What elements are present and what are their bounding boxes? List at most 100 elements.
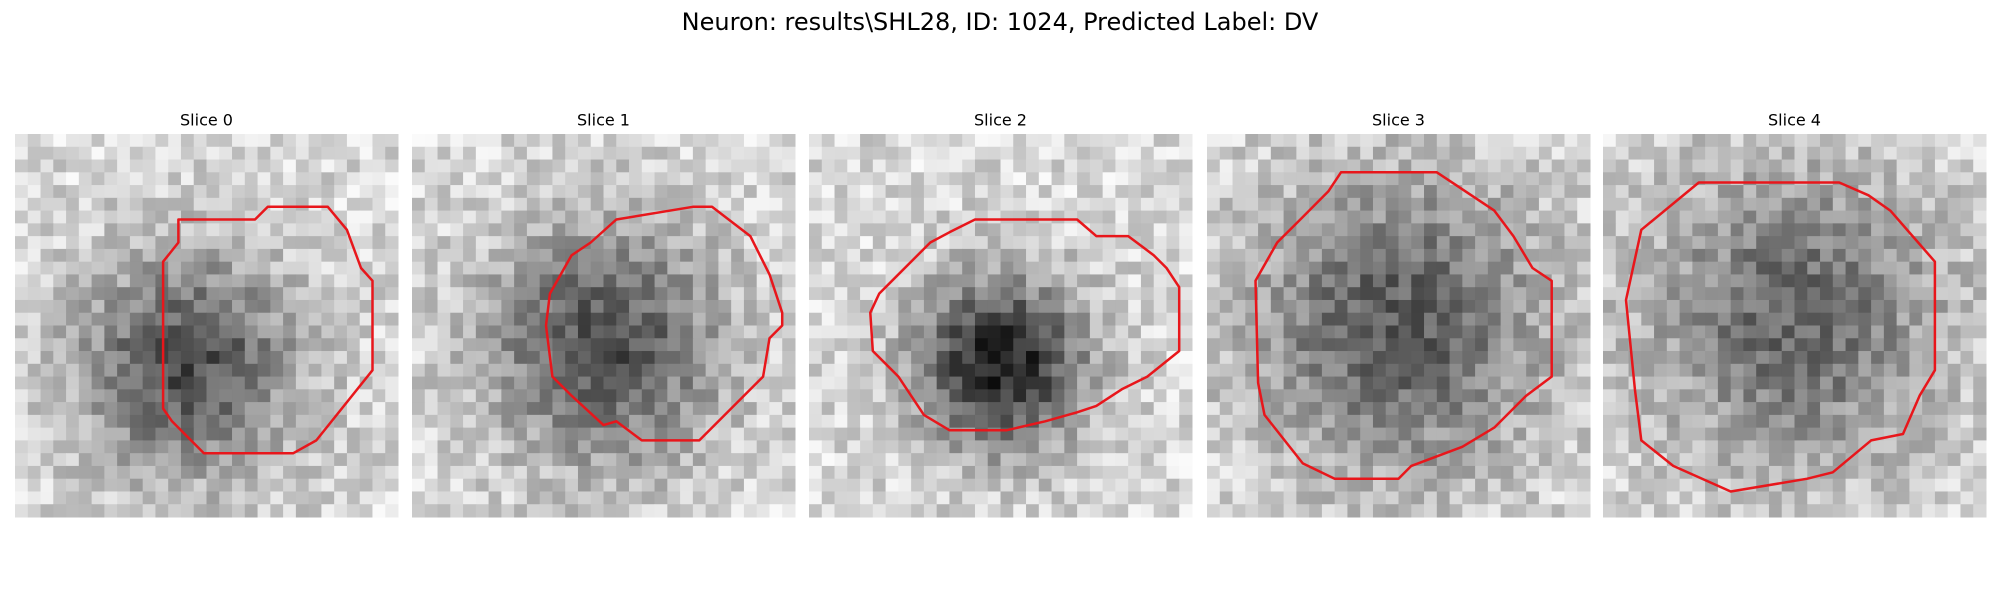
pixel <box>1768 134 1783 148</box>
pixel <box>1934 197 1949 212</box>
pixel <box>1551 185 1565 199</box>
pixel <box>53 453 67 467</box>
pixel <box>1436 287 1451 301</box>
pixel <box>987 453 1001 467</box>
pixel <box>949 440 963 454</box>
pixel <box>987 287 1001 301</box>
pixel <box>847 363 861 378</box>
pixel <box>463 453 477 467</box>
pixel <box>923 351 938 365</box>
pixel <box>1973 312 1987 326</box>
pixel <box>1219 465 1234 480</box>
pixel <box>155 440 169 454</box>
pixel <box>565 146 579 161</box>
pixel <box>1436 389 1451 403</box>
pixel <box>1077 389 1091 403</box>
pixel <box>936 236 950 250</box>
pixel <box>680 491 694 505</box>
pixel <box>526 427 541 441</box>
pixel <box>15 453 29 467</box>
pixel <box>1334 440 1348 454</box>
pixel <box>526 223 541 237</box>
contour <box>869 218 1181 432</box>
pixel <box>1283 427 1297 441</box>
pixel <box>667 159 681 173</box>
pixel <box>603 427 617 441</box>
pixel <box>129 287 144 301</box>
pixel <box>1385 223 1399 237</box>
pixel <box>847 389 861 403</box>
pixel <box>1896 172 1910 186</box>
pixel <box>860 427 874 441</box>
pixel <box>1947 478 1961 492</box>
pixel <box>1334 299 1348 314</box>
pixel <box>501 453 515 467</box>
pixel <box>936 210 950 224</box>
pixel <box>1705 351 1719 365</box>
pixel <box>1283 389 1297 403</box>
pixel <box>1871 146 1885 161</box>
pixel <box>1385 197 1399 212</box>
pixel <box>1347 465 1361 480</box>
pixel <box>359 414 373 429</box>
pixel <box>1179 197 1193 212</box>
pixel <box>270 389 284 403</box>
pixel <box>412 274 426 288</box>
pixel <box>1398 363 1412 378</box>
pixel <box>1845 440 1859 454</box>
pixel <box>1871 440 1885 454</box>
pixel <box>1947 465 1961 480</box>
pixel <box>1475 491 1489 505</box>
pixel <box>372 453 386 467</box>
pixel <box>731 504 745 518</box>
pixel <box>1705 197 1719 212</box>
pixel <box>129 491 144 505</box>
pixel <box>809 478 823 492</box>
pixel <box>1654 427 1668 441</box>
pixel <box>193 146 207 161</box>
pixel <box>872 504 887 518</box>
pixel <box>1321 197 1336 212</box>
pixel <box>1000 185 1014 199</box>
pixel <box>437 236 451 250</box>
pixel <box>219 159 233 173</box>
pixel <box>488 223 502 237</box>
pixel <box>1013 338 1027 352</box>
pixel <box>552 248 566 263</box>
pixel <box>1102 453 1116 467</box>
pixel <box>206 363 220 378</box>
pixel <box>1013 363 1027 378</box>
pixel <box>193 274 207 288</box>
pixel <box>1462 465 1476 480</box>
pixel <box>809 172 823 186</box>
pixel <box>1411 261 1425 275</box>
pixel <box>1564 504 1578 518</box>
pixel <box>1000 504 1014 518</box>
pixel <box>872 363 887 378</box>
pixel <box>244 299 259 314</box>
pixel <box>270 210 284 224</box>
pixel <box>1577 338 1591 352</box>
pixel <box>1832 210 1847 224</box>
pixel <box>1807 312 1821 326</box>
pixel <box>1128 146 1142 161</box>
pixel <box>1398 172 1412 186</box>
pixel <box>809 389 823 403</box>
pixel <box>450 491 464 505</box>
pixel <box>180 312 195 326</box>
pixel <box>1487 338 1502 352</box>
pixel <box>321 351 335 365</box>
pixel <box>308 197 322 212</box>
pixel <box>987 172 1001 186</box>
pixel <box>680 299 694 314</box>
pixel <box>1896 440 1910 454</box>
pixel <box>526 402 541 416</box>
pixel <box>654 236 668 250</box>
pixel <box>78 478 93 492</box>
pixel <box>898 197 912 212</box>
pixel <box>590 414 604 429</box>
pixel <box>923 376 938 390</box>
pixel <box>590 146 604 161</box>
pixel <box>40 223 54 237</box>
pixel <box>539 402 553 416</box>
